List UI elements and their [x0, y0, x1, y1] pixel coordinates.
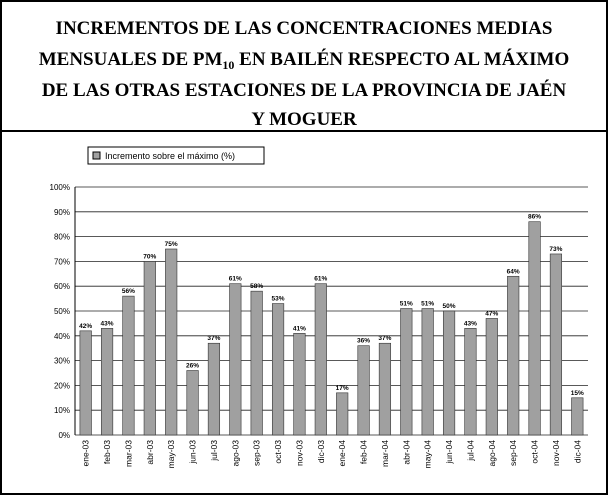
- bar: [442, 310, 456, 436]
- x-tick-label: ago-03: [230, 440, 240, 467]
- bar: [571, 397, 584, 436]
- x-tick-label: ene-04: [337, 440, 347, 467]
- y-tick-label: 60%: [54, 282, 70, 291]
- data-label: 73%: [549, 246, 562, 253]
- data-label: 61%: [229, 276, 242, 283]
- bar: [122, 295, 135, 436]
- bar: [143, 261, 156, 436]
- data-label: 37%: [207, 335, 220, 342]
- title-text: MENSUALES DE PM: [39, 49, 223, 70]
- y-tick-label: 50%: [54, 307, 70, 316]
- data-label: 42%: [79, 323, 92, 330]
- bar: [378, 342, 392, 436]
- title-text: Y MOGUER: [251, 109, 357, 130]
- title-text: EN BAILÉN RESPECTO AL MÁXIMO: [234, 48, 569, 70]
- data-label: 53%: [272, 296, 285, 303]
- x-tick-label: jun-03: [188, 440, 198, 465]
- title-text: INCREMENTOS DE LAS CONCENTRACIONES MEDIA…: [56, 18, 553, 39]
- data-label: 17%: [336, 385, 349, 392]
- data-label: 51%: [400, 301, 413, 308]
- bar: [528, 221, 541, 436]
- title-line: INCREMENTOS DE LAS CONCENTRACIONES MEDIA…: [56, 18, 553, 39]
- data-label: 43%: [464, 320, 477, 327]
- x-tick-label: ago-04: [487, 440, 497, 467]
- x-tick-label: feb-03: [102, 440, 112, 464]
- bar: [314, 283, 327, 436]
- data-label: 64%: [507, 268, 520, 275]
- title-line: MENSUALES DE PM10 EN BAILÉN RESPECTO AL …: [39, 48, 570, 72]
- x-tick-label: may-04: [423, 440, 433, 469]
- bar: [271, 303, 285, 436]
- data-label: 56%: [122, 288, 135, 295]
- bar: [357, 345, 370, 436]
- bar: [507, 275, 520, 436]
- bar: [293, 333, 306, 436]
- bar: [464, 328, 477, 436]
- bar: [549, 253, 563, 436]
- data-label: 70%: [143, 253, 156, 260]
- x-tick-label: nov-04: [551, 440, 561, 466]
- data-label: 50%: [443, 303, 456, 310]
- data-label: 51%: [421, 301, 434, 308]
- data-label: 36%: [357, 338, 370, 345]
- x-tick-label: jun-04: [444, 440, 454, 465]
- bar: [336, 392, 349, 436]
- x-tick-label: nov-03: [294, 440, 304, 466]
- data-label: 75%: [165, 241, 178, 248]
- bar: [421, 308, 434, 436]
- bar: [186, 370, 199, 436]
- bar: [485, 318, 498, 436]
- legend-swatch: [92, 151, 101, 160]
- title-subscript: 10: [222, 58, 234, 72]
- data-label: 15%: [571, 390, 584, 397]
- y-tick-label: 20%: [54, 381, 70, 390]
- x-tick-label: sep-03: [252, 440, 262, 466]
- title-line: DE LAS OTRAS ESTACIONES DE LA PROVINCIA …: [42, 79, 567, 101]
- bar: [165, 248, 178, 436]
- bar: [207, 342, 221, 436]
- x-tick-label: oct-04: [530, 440, 540, 464]
- data-label: 86%: [528, 214, 541, 221]
- data-label: 47%: [485, 310, 498, 317]
- data-label: 58%: [250, 283, 263, 290]
- y-tick-label: 90%: [54, 208, 70, 217]
- data-label: 41%: [293, 325, 306, 332]
- y-tick-label: 40%: [54, 332, 70, 341]
- x-tick-label: may-03: [166, 440, 176, 469]
- x-tick-label: ene-03: [81, 440, 91, 467]
- y-tick-label: 70%: [54, 257, 70, 266]
- bar: [79, 330, 92, 436]
- data-label: 43%: [101, 320, 114, 327]
- bar: [250, 290, 263, 436]
- legend-box: [87, 146, 265, 165]
- data-label: 26%: [186, 363, 199, 370]
- bar: [100, 328, 114, 436]
- y-tick-label: 30%: [54, 357, 70, 366]
- y-tick-label: 80%: [54, 233, 70, 242]
- x-tick-label: dic-03: [316, 440, 326, 463]
- y-tick-label: 100%: [50, 183, 70, 192]
- x-tick-label: jul-03: [209, 440, 219, 462]
- title-text: DE LAS OTRAS ESTACIONES DE LA PROVINCIA …: [42, 79, 567, 101]
- x-tick-label: mar-03: [123, 440, 133, 467]
- y-tick-label: 10%: [54, 406, 70, 415]
- title-line: Y MOGUER: [251, 109, 357, 130]
- x-tick-label: sep-04: [508, 440, 518, 466]
- x-tick-label: feb-04: [359, 440, 369, 464]
- legend-label: Incremento sobre el máximo (%): [105, 151, 235, 161]
- data-label: 61%: [314, 276, 327, 283]
- x-tick-label: mar-04: [380, 440, 390, 467]
- bar: [400, 308, 413, 436]
- bar: [229, 283, 242, 436]
- data-label: 37%: [378, 335, 391, 342]
- x-tick-label: abr-04: [401, 440, 411, 465]
- x-tick-label: dic-04: [572, 440, 582, 463]
- x-tick-label: abr-03: [145, 440, 155, 465]
- y-tick-label: 0%: [58, 431, 70, 440]
- x-tick-label: jul-04: [465, 440, 475, 462]
- x-tick-label: oct-03: [273, 440, 283, 464]
